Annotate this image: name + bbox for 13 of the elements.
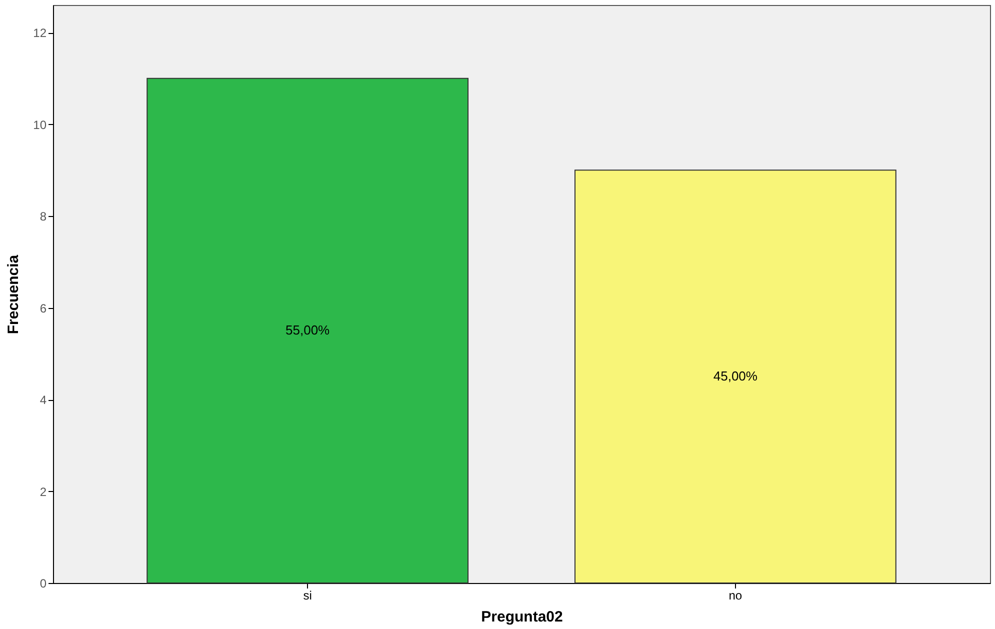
annotation: 55,00%	[286, 322, 330, 338]
y-tick-label: 12	[33, 26, 47, 40]
y-axis-title: Frecuencia	[5, 254, 22, 334]
y-tick-label: 0	[40, 576, 47, 590]
y-tick-label: 2	[40, 484, 47, 499]
y-tick-label: 8	[40, 210, 47, 224]
x-tick-label: no	[728, 588, 742, 602]
x-tick-label: si	[303, 588, 312, 602]
y-tick-label: 6	[40, 301, 47, 316]
y-tick-label: 4	[40, 393, 47, 408]
annotation: 45,00%	[713, 368, 758, 384]
x-axis-title: Pregunta02	[481, 608, 563, 626]
y-tick-label: 10	[33, 118, 47, 132]
